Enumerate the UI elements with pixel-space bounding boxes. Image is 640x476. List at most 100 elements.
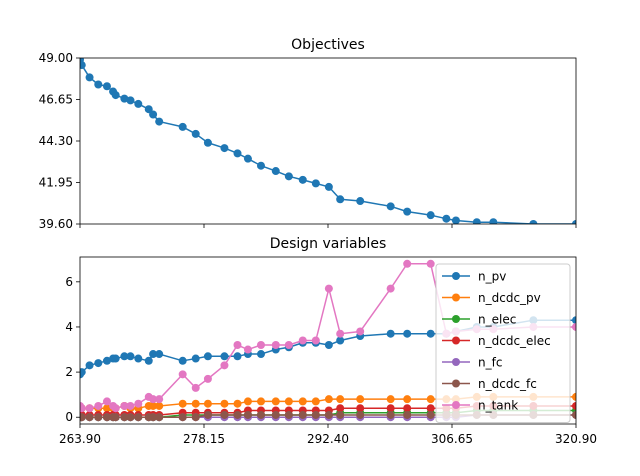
series-n-dcdc-fc-point	[233, 410, 242, 419]
legend-label-n-dcdc-fc: n_dcdc_fc	[478, 377, 537, 391]
legend-label-n-pv: n_pv	[478, 270, 506, 284]
series-n-tank-point	[102, 397, 111, 406]
design-variables-frame	[79, 256, 577, 425]
series-n-dcdc-pv-point	[386, 395, 395, 404]
series-n-tank-point	[336, 329, 345, 338]
objectives-panel: Objectives 39.60 41.95 44.30 46.65 49.00	[39, 37, 577, 231]
objectives-series-0-point	[356, 197, 365, 206]
design-variables-ytick-label: 6	[65, 275, 73, 289]
legend-swatch-marker	[452, 315, 460, 323]
design-variables-xtick-label: 306.65	[431, 432, 473, 446]
objectives-series-0-point	[403, 207, 412, 216]
series-n-dcdc-fc-point	[356, 410, 365, 419]
objectives-series-0-point	[284, 172, 293, 181]
design-variables-ytick-label: 0	[65, 410, 73, 424]
series-n-dcdc-fc-point	[155, 413, 164, 422]
series-n-dcdc-pv-point	[356, 395, 365, 404]
series-n-pv-point	[85, 361, 94, 370]
series-n-tank-point	[426, 259, 435, 268]
objectives-series-0-point	[572, 220, 576, 224]
series-n-dcdc-fc-point	[386, 410, 395, 419]
series-n-dcdc-pv-point	[336, 395, 345, 404]
series-n-dcdc-elec-point	[386, 404, 395, 413]
legend-label-n-tank: n_tank	[478, 399, 518, 413]
series-n-dcdc-fc-point	[243, 410, 252, 419]
series-n-pv-point	[111, 354, 120, 363]
legend-swatch-marker	[452, 293, 460, 302]
series-n-dcdc-pv-point	[102, 404, 111, 413]
series-n-dcdc-pv-point	[271, 397, 280, 406]
series-n-tank-point	[126, 401, 135, 410]
objectives-ytick-label: 49.00	[39, 51, 73, 65]
series-n-tank-point	[220, 361, 229, 370]
series-n-pv-point	[134, 354, 143, 363]
series-n-dcdc-pv-point	[191, 399, 200, 408]
series-n-dcdc-pv-point	[403, 395, 412, 404]
series-n-dcdc-fc-point	[85, 413, 94, 422]
series-n-tank-point	[386, 284, 395, 293]
series-n-dcdc-elec-point	[426, 404, 435, 413]
objectives-series-0-point	[336, 195, 345, 204]
legend-swatch-marker	[452, 272, 460, 280]
series-n-dcdc-fc-point	[426, 410, 435, 419]
series-n-tank-point	[191, 383, 200, 392]
series-n-dcdc-fc-point	[120, 413, 129, 422]
series-n-tank-point	[233, 341, 242, 350]
series-n-dcdc-fc-point	[126, 413, 135, 422]
series-n-tank-point	[80, 404, 86, 413]
objectives-ytick-label: 41.95	[39, 176, 73, 190]
design-variables-xtick-label: 320.90	[555, 432, 597, 446]
objectives-series-0-point	[489, 218, 498, 224]
series-n-pv-point	[155, 350, 164, 359]
objectives-series-0-point	[298, 175, 307, 184]
series-n-dcdc-elec-point	[403, 404, 412, 413]
series-n-dcdc-pv-point	[426, 395, 435, 404]
series-n-tank-point	[311, 336, 320, 345]
series-n-tank-point	[572, 322, 576, 331]
series-n-dcdc-fc-point	[102, 413, 111, 422]
objectives-series-0-point	[451, 216, 460, 224]
series-n-pv-point	[178, 356, 187, 365]
objectives-series-0-point	[191, 129, 200, 138]
design-variables-title: Design variables	[270, 236, 387, 252]
series-n-tank-point	[403, 259, 412, 268]
series-n-tank-point	[256, 341, 265, 350]
series-n-dcdc-fc-point	[149, 413, 158, 422]
objectives-series-0-point	[386, 202, 395, 211]
series-n-tank-point	[111, 404, 120, 413]
legend-label-n-dcdc-pv: n_dcdc_pv	[478, 291, 541, 305]
series-n-tank-point	[134, 399, 143, 408]
design-variables-xtick-label: 263.90	[59, 432, 101, 446]
legend-swatch-marker	[452, 379, 460, 388]
series-n-dcdc-pv-point	[298, 397, 307, 406]
legend-swatch-marker	[452, 358, 460, 366]
objectives-series-0-point	[85, 73, 94, 82]
series-n-pv-point	[324, 341, 333, 350]
legend-swatch-marker	[452, 401, 460, 409]
series-n-tank-point	[243, 345, 252, 354]
objectives-series-0-point	[155, 117, 164, 126]
series-n-dcdc-fc-point	[80, 413, 86, 422]
objectives-series-0-point	[243, 154, 252, 163]
series-n-pv-point	[256, 350, 265, 359]
series-n-tank-point	[356, 327, 365, 336]
series-n-dcdc-elec-point	[336, 404, 345, 413]
series-n-pv-point	[94, 359, 103, 368]
series-n-dcdc-pv-point	[324, 395, 333, 404]
series-n-pv-point	[572, 316, 576, 325]
series-n-pv-point	[403, 329, 412, 338]
series-n-dcdc-fc-point	[134, 413, 143, 422]
series-n-dcdc-pv-point	[233, 399, 242, 408]
series-n-tank-point	[271, 341, 280, 350]
series-n-dcdc-pv-point	[243, 397, 252, 406]
legend-swatch-marker	[452, 336, 460, 345]
objectives-series-0-point	[144, 105, 153, 114]
legend: n_pv n_dcdc_pv n_elec n_dcdc_elec n_fc n_dcdc…	[435, 263, 571, 423]
series-n-dcdc-fc-point	[111, 413, 120, 422]
objectives-series-0-point	[529, 220, 538, 224]
series-n-pv-point	[386, 329, 395, 338]
objectives-axes: 39.60 41.95 44.30 46.65 49.00	[39, 51, 577, 231]
objectives-series-0-point	[426, 211, 435, 220]
series-n-pv-point	[149, 350, 158, 359]
